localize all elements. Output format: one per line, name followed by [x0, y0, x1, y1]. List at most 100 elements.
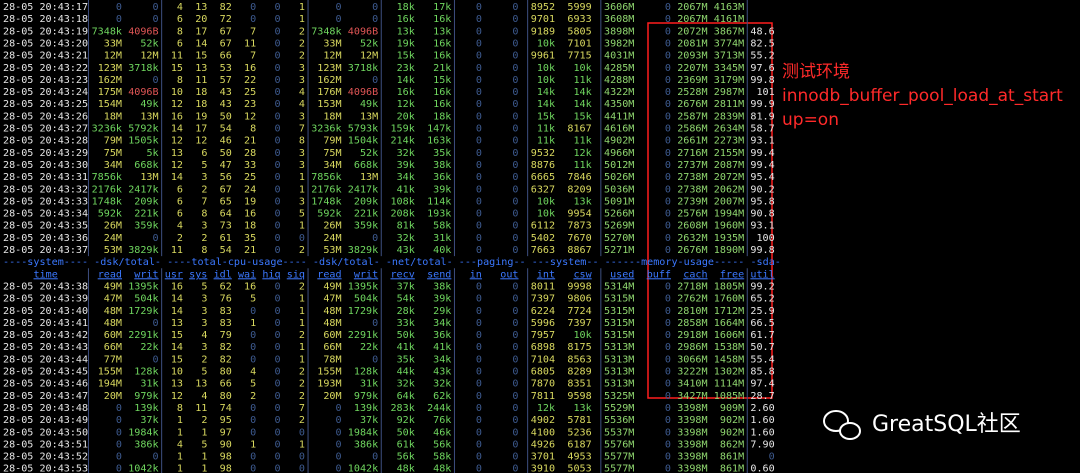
cell: 34M: [323, 160, 341, 171]
cell: 10k: [573, 63, 591, 74]
cell: 75M: [104, 148, 122, 159]
cell: 0: [275, 196, 281, 207]
cell: 38k: [433, 160, 451, 171]
cell: 17: [195, 124, 207, 135]
timestamp: 28-05 20:43:28: [3, 136, 88, 147]
cell: 0: [275, 14, 281, 25]
timestamp: 28-05 20:43:38: [3, 281, 88, 292]
cell: 2291k: [348, 330, 378, 341]
cell: 3867M: [714, 26, 744, 37]
timestamp: 28-05 20:43:45: [3, 367, 88, 378]
cell: 38k: [433, 281, 451, 292]
cell: 8952: [531, 2, 555, 13]
cell: 14k: [537, 87, 555, 98]
cell: 49M: [323, 281, 341, 292]
cell: 3: [201, 306, 207, 317]
cell: 0: [512, 330, 518, 341]
cell: 0: [116, 415, 122, 426]
cell: 22k: [140, 342, 158, 353]
cell: 4953: [567, 452, 591, 463]
cell: 0: [665, 427, 671, 438]
cell: 12k: [397, 99, 415, 110]
cell: 2067M: [677, 14, 707, 25]
cell: 1: [201, 464, 207, 473]
cell: 82: [220, 342, 232, 353]
cell: 0: [372, 75, 378, 86]
cell: 2810M: [677, 306, 707, 317]
cell: 0: [275, 306, 281, 317]
cell: 28k: [397, 306, 415, 317]
cell: 0: [665, 148, 671, 159]
cell: 0: [512, 136, 518, 147]
cell: 902M: [720, 427, 744, 438]
cell: 0: [665, 403, 671, 414]
cell: 9961: [531, 51, 555, 62]
cell: 7670: [567, 233, 591, 244]
cell: 31k: [360, 379, 378, 390]
cell: 668k: [354, 160, 378, 171]
cell: 1712M: [714, 306, 744, 317]
cell: 61: [220, 233, 232, 244]
cell: 11: [195, 403, 207, 414]
cell: 0: [512, 221, 518, 232]
cell: 98: [220, 452, 232, 463]
cell: 12: [171, 160, 183, 171]
column-header: sys: [189, 269, 207, 280]
cell: 8175: [567, 342, 591, 353]
cell: 4902: [531, 415, 555, 426]
cell: 7: [299, 124, 305, 135]
cell: 22k: [360, 342, 378, 353]
cell: 0: [275, 99, 281, 110]
cell: 0: [476, 294, 482, 305]
cell: 0: [275, 439, 281, 450]
cell: 2986M: [677, 342, 707, 353]
cell: 147k: [427, 124, 451, 135]
cell: 0: [275, 233, 281, 244]
cell: 83: [220, 306, 232, 317]
cell: 1805M: [714, 281, 744, 292]
cell: 3: [299, 63, 305, 74]
cell: 3: [201, 342, 207, 353]
cell: 18: [244, 221, 256, 232]
cell: 12M: [323, 51, 341, 62]
cell: 81.9: [750, 111, 774, 122]
cell: 93.1: [750, 136, 774, 147]
cell: 2: [250, 391, 256, 402]
cell: 14k: [537, 99, 555, 110]
cell: 48M: [104, 306, 122, 317]
cell: 2273M: [714, 136, 744, 147]
cell: 67: [220, 38, 232, 49]
cell: 1: [299, 2, 305, 13]
cell: 0: [275, 87, 281, 98]
cell: 10: [171, 367, 183, 378]
cell: 194M: [98, 379, 122, 390]
cell: 3: [299, 75, 305, 86]
header-groups: ----system---- -dsk/total- ----total-cpu…: [3, 257, 781, 268]
cell: 0: [665, 281, 671, 292]
cell: 29k: [433, 306, 451, 317]
cell: 41k: [397, 342, 415, 353]
cell: 50k: [397, 427, 415, 438]
cell: 19: [244, 196, 256, 207]
cell: 5536M: [604, 415, 634, 426]
cell: 5529M: [604, 403, 634, 414]
cell: 0: [250, 403, 256, 414]
cell: 1: [299, 172, 305, 183]
cell: 3606M: [604, 2, 634, 13]
cell: 57: [220, 75, 232, 86]
cell: 99.2: [750, 281, 774, 292]
cell: 2839M: [714, 111, 744, 122]
cell: 0: [512, 294, 518, 305]
cell: 18k: [433, 111, 451, 122]
cell: 0: [476, 439, 482, 450]
cell: 0: [476, 209, 482, 220]
cell: 15k: [573, 111, 591, 122]
cell: 16k: [397, 87, 415, 98]
cell: 0: [336, 415, 342, 426]
column-header: csw: [573, 269, 592, 280]
cell: 2291k: [128, 330, 158, 341]
cell: 16k: [397, 14, 415, 25]
cell: 1: [299, 14, 305, 25]
cell: 46k: [433, 427, 451, 438]
cell: 4616M: [604, 124, 634, 135]
